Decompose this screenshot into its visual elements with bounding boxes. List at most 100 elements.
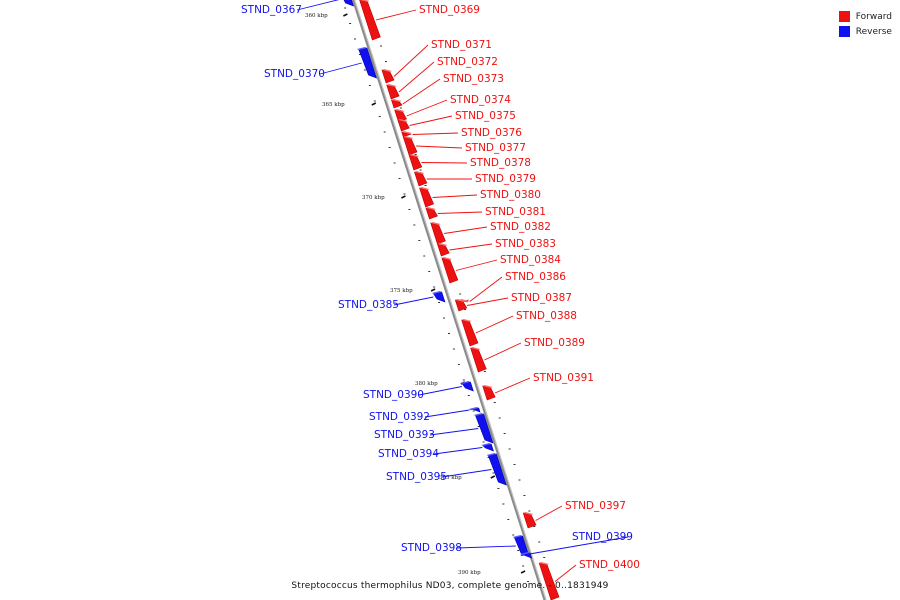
gene-top-face <box>414 171 425 174</box>
gene-block-stnd-0375[interactable] <box>397 119 410 132</box>
gene-label[interactable]: STND_0388 <box>516 310 577 322</box>
gene-label[interactable]: STND_0398 <box>401 542 462 554</box>
gene-label[interactable]: STND_0372 <box>437 56 498 68</box>
gene-stnd-0390[interactable]: STND_0390 <box>363 381 474 401</box>
gene-stnd-0397[interactable]: STND_0397 <box>522 500 626 529</box>
gene-label[interactable]: STND_0371 <box>431 39 492 51</box>
gene-label[interactable]: STND_0380 <box>480 189 541 201</box>
gene-label[interactable]: STND_0379 <box>475 173 536 185</box>
kbp-tick-mark <box>371 102 377 106</box>
gene-top-face <box>425 207 436 210</box>
gene-label[interactable]: STND_0373 <box>443 73 504 85</box>
gene-stnd-0388[interactable]: STND_0388 <box>461 310 577 347</box>
gene-top-face <box>482 385 493 388</box>
gene-stnd-0371[interactable]: STND_0371 <box>381 39 492 84</box>
gene-stnd-0384[interactable]: STND_0384 <box>441 254 561 284</box>
gene-top-face <box>391 99 402 102</box>
gene-label[interactable]: STND_0399 <box>572 531 633 543</box>
gene-stnd-0387[interactable]: STND_0387 <box>454 292 572 312</box>
gene-label[interactable]: STND_0382 <box>490 221 551 233</box>
gene-stnd-0378[interactable]: STND_0378 <box>408 154 531 171</box>
genome-backbone <box>352 0 547 600</box>
gene-block-stnd-0372[interactable] <box>386 84 400 100</box>
gene-block-stnd-0383[interactable] <box>436 243 450 257</box>
gene-stnd-0376[interactable]: STND_0376 <box>401 127 523 139</box>
gene-stnd-0399[interactable]: STND_0399 <box>520 531 633 559</box>
gene-label[interactable]: STND_0370 <box>264 68 325 80</box>
gene-label[interactable]: STND_0400 <box>579 559 640 571</box>
gene-leader-line <box>418 386 462 396</box>
gene-label[interactable]: STND_0385 <box>338 299 399 311</box>
gene-label[interactable]: STND_0374 <box>450 94 511 106</box>
gene-stnd-0393[interactable]: STND_0393 <box>374 413 494 444</box>
gene-leader-line <box>449 243 493 251</box>
gene-block-stnd-0382[interactable] <box>430 222 446 245</box>
gene-label[interactable]: STND_0381 <box>485 206 546 218</box>
gene-stnd-0379[interactable]: STND_0379 <box>414 171 536 187</box>
gene-stnd-0374[interactable]: STND_0374 <box>394 94 512 123</box>
gene-block-stnd-0393[interactable] <box>475 413 494 444</box>
gene-block-stnd-0367[interactable] <box>341 0 354 7</box>
gene-top-face <box>459 299 470 302</box>
gene-stnd-0395[interactable]: STND_0395 <box>386 453 507 486</box>
gene-block-stnd-0380[interactable] <box>419 187 435 208</box>
gene-label[interactable]: STND_0377 <box>465 142 526 154</box>
gene-block-stnd-0387[interactable] <box>454 299 468 312</box>
gene-leader-line <box>437 211 483 214</box>
gene-leader-line <box>432 194 478 198</box>
gene-stnd-0391[interactable]: STND_0391 <box>482 372 594 401</box>
gene-label[interactable]: STND_0391 <box>533 372 594 384</box>
gene-stnd-0370[interactable]: STND_0370 <box>264 47 377 80</box>
gene-stnd-0380[interactable]: STND_0380 <box>419 187 541 208</box>
gene-block-stnd-0391[interactable] <box>482 385 496 401</box>
gene-stnd-0398[interactable]: STND_0398 <box>401 535 530 557</box>
gene-stnd-0381[interactable]: STND_0381 <box>425 206 546 220</box>
gene-label[interactable]: STND_0394 <box>378 448 439 460</box>
gene-label[interactable]: STND_0386 <box>505 271 566 283</box>
gene-stnd-0400[interactable]: STND_0400 <box>538 559 640 600</box>
gene-block-stnd-0384[interactable] <box>441 257 459 284</box>
gene-stnd-0392[interactable]: STND_0392 <box>369 407 481 423</box>
kbp-tick-mark <box>490 475 496 479</box>
gene-stnd-0372[interactable]: STND_0372 <box>386 56 498 100</box>
gene-label[interactable]: STND_0387 <box>511 292 572 304</box>
legend-forward-label: Forward <box>855 11 892 22</box>
kbp-tick-mark <box>343 13 348 17</box>
gene-block-stnd-0394[interactable] <box>482 443 494 452</box>
gene-stnd-0377[interactable]: STND_0377 <box>402 136 526 156</box>
gene-label[interactable]: STND_0389 <box>524 337 585 349</box>
gene-block-stnd-0389[interactable] <box>470 347 487 373</box>
genome-caption: Streptococcus thermophilus ND03, complet… <box>291 581 609 591</box>
gene-stnd-0369[interactable]: STND_0369 <box>359 0 480 41</box>
gene-block-stnd-0377[interactable] <box>402 136 418 156</box>
gene-label[interactable]: STND_0384 <box>500 254 561 266</box>
gene-stnd-0375[interactable]: STND_0375 <box>397 110 516 132</box>
gene-label[interactable]: STND_0392 <box>369 411 430 423</box>
gene-block-stnd-0385[interactable] <box>433 291 446 303</box>
gene-block-stnd-0378[interactable] <box>408 154 423 171</box>
gene-stnd-0367[interactable]: STND_0367 <box>241 0 354 16</box>
gene-block-stnd-0390[interactable] <box>461 381 474 392</box>
gene-label[interactable]: STND_0393 <box>374 429 435 441</box>
gene-label[interactable]: STND_0375 <box>455 110 516 122</box>
gene-label[interactable]: STND_0395 <box>386 471 447 483</box>
gene-label[interactable]: STND_0369 <box>419 4 480 16</box>
gene-label[interactable]: STND_0390 <box>363 389 424 401</box>
gene-block-stnd-0395[interactable] <box>488 453 507 486</box>
gene-block-stnd-0388[interactable] <box>461 319 479 347</box>
gene-stnd-0383[interactable]: STND_0383 <box>436 238 556 257</box>
gene-label[interactable]: STND_0376 <box>461 127 522 139</box>
gene-block-stnd-0397[interactable] <box>522 512 537 529</box>
gene-block-stnd-0371[interactable] <box>381 69 395 84</box>
gene-label[interactable]: STND_0367 <box>241 4 302 16</box>
gene-label[interactable]: STND_0378 <box>470 157 531 169</box>
gene-stnd-0389[interactable]: STND_0389 <box>470 337 585 373</box>
gene-block-stnd-0379[interactable] <box>414 171 428 187</box>
gene-label[interactable]: STND_0383 <box>495 238 556 250</box>
gene-stnd-0394[interactable]: STND_0394 <box>378 443 494 460</box>
gene-stnd-0373[interactable]: STND_0373 <box>391 73 504 109</box>
gene-stnd-0382[interactable]: STND_0382 <box>430 221 551 245</box>
gene-block-stnd-0381[interactable] <box>425 207 438 220</box>
gene-label[interactable]: STND_0397 <box>565 500 626 512</box>
gene-stnd-0385[interactable]: STND_0385 <box>338 291 446 311</box>
